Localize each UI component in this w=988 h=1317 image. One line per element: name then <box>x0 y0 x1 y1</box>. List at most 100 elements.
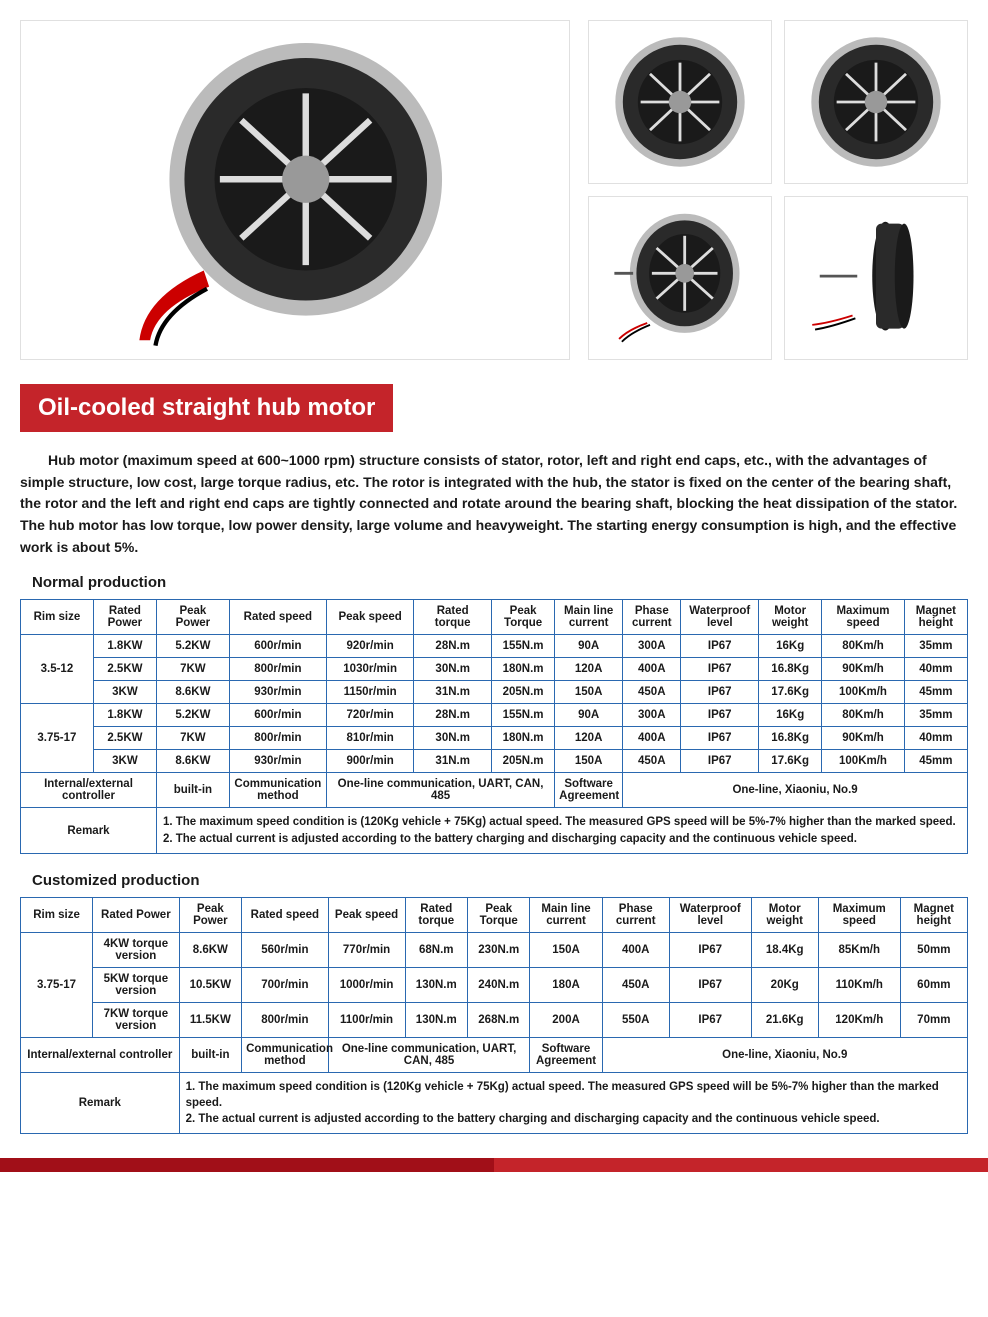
thumb-angle <box>588 196 772 360</box>
data-cell: 700r/min <box>242 967 329 1002</box>
data-cell: 770r/min <box>328 932 405 967</box>
data-cell: 560r/min <box>242 932 329 967</box>
data-cell: 130N.m <box>405 967 467 1002</box>
data-cell: 180N.m <box>492 727 555 750</box>
data-cell: 3KW <box>93 750 156 773</box>
data-cell: 17.6Kg <box>759 681 822 704</box>
data-cell: 40mm <box>904 727 967 750</box>
data-cell: 8.6KW <box>179 932 241 967</box>
data-cell: 205N.m <box>492 750 555 773</box>
data-cell: 4KW torque version <box>93 932 180 967</box>
data-cell: 100Km/h <box>822 750 905 773</box>
comm-label: Communication method <box>229 773 326 808</box>
data-cell: 450A <box>602 967 669 1002</box>
data-cell: 90A <box>555 635 623 658</box>
data-cell: 20Kg <box>751 967 818 1002</box>
main-product-image <box>20 20 570 360</box>
data-cell: 50mm <box>900 932 967 967</box>
data-cell: 30N.m <box>414 727 492 750</box>
data-cell: 11.5KW <box>179 1002 241 1037</box>
data-cell: 810r/min <box>326 727 413 750</box>
data-cell: 1030r/min <box>326 658 413 681</box>
data-cell: 90Km/h <box>822 658 905 681</box>
data-cell: 8.6KW <box>156 750 229 773</box>
data-cell: 30N.m <box>414 658 492 681</box>
data-cell: 150A <box>555 750 623 773</box>
footer-left <box>0 1158 494 1172</box>
data-cell: 16Kg <box>759 635 822 658</box>
data-cell: 180A <box>530 967 602 1002</box>
normal-production-table: Rim sizeRated PowerPeak PowerRated speed… <box>20 599 968 853</box>
data-cell: 110Km/h <box>818 967 900 1002</box>
sw-value: One-line, Xiaoniu, No.9 <box>602 1037 967 1072</box>
data-cell: 5KW torque version <box>93 967 180 1002</box>
data-cell: 800r/min <box>229 658 326 681</box>
data-cell: 45mm <box>904 750 967 773</box>
data-cell: 150A <box>530 932 602 967</box>
data-cell: 45mm <box>904 681 967 704</box>
comm-value: One-line communication, UART, CAN, 485 <box>326 773 554 808</box>
data-cell: 2.5KW <box>93 727 156 750</box>
sw-label: Software Agreement <box>555 773 623 808</box>
data-cell: 400A <box>623 658 681 681</box>
data-cell: 40mm <box>904 658 967 681</box>
hub-motor-wheel-icon <box>134 29 456 351</box>
data-cell: IP67 <box>669 932 751 967</box>
data-cell: 920r/min <box>326 635 413 658</box>
data-cell: IP67 <box>681 658 759 681</box>
data-cell: 600r/min <box>229 704 326 727</box>
data-cell: 3KW <box>93 681 156 704</box>
data-cell: 600r/min <box>229 635 326 658</box>
data-cell: IP67 <box>669 1002 751 1037</box>
data-cell: 155N.m <box>492 704 555 727</box>
data-cell: 7KW <box>156 727 229 750</box>
data-cell: 268N.m <box>468 1002 530 1037</box>
data-cell: 5.2KW <box>156 704 229 727</box>
data-cell: 930r/min <box>229 681 326 704</box>
data-cell: 130N.m <box>405 1002 467 1037</box>
data-cell: 7KW <box>156 658 229 681</box>
data-cell: 720r/min <box>326 704 413 727</box>
data-cell: 28N.m <box>414 704 492 727</box>
remark-value: 1. The maximum speed condition is (120Kg… <box>179 1072 967 1133</box>
thumb-front-2 <box>784 20 968 184</box>
data-cell: 68N.m <box>405 932 467 967</box>
data-cell: IP67 <box>681 750 759 773</box>
data-cell: 400A <box>602 932 669 967</box>
data-cell: 100Km/h <box>822 681 905 704</box>
data-cell: 70mm <box>900 1002 967 1037</box>
data-cell: 150A <box>555 681 623 704</box>
footer-right <box>494 1158 988 1172</box>
rim-size-cell: 3.5-12 <box>21 635 94 704</box>
custom-production-table: Rim sizeRated PowerPeak PowerRated speed… <box>20 897 968 1134</box>
data-cell: 300A <box>623 635 681 658</box>
data-cell: 16.8Kg <box>759 727 822 750</box>
data-cell: 800r/min <box>229 727 326 750</box>
data-cell: 120Km/h <box>818 1002 900 1037</box>
data-cell: 7KW torque version <box>93 1002 180 1037</box>
description-text: Hub motor (maximum speed at 600~1000 rpm… <box>20 450 968 558</box>
data-cell: 31N.m <box>414 681 492 704</box>
sw-value: One-line, Xiaoniu, No.9 <box>623 773 968 808</box>
data-cell: 16.8Kg <box>759 658 822 681</box>
ie-label: Internal/external controller <box>21 773 157 808</box>
data-cell: 120A <box>555 658 623 681</box>
data-cell: 28N.m <box>414 635 492 658</box>
data-cell: 900r/min <box>326 750 413 773</box>
data-cell: 35mm <box>904 704 967 727</box>
data-cell: 450A <box>623 750 681 773</box>
page-title: Oil-cooled straight hub motor <box>20 384 393 432</box>
data-cell: 60mm <box>900 967 967 1002</box>
data-cell: 5.2KW <box>156 635 229 658</box>
data-cell: IP67 <box>681 681 759 704</box>
data-cell: 1.8KW <box>93 635 156 658</box>
data-cell: 2.5KW <box>93 658 156 681</box>
ie-value: built-in <box>156 773 229 808</box>
ie-label: Internal/external controller <box>21 1037 180 1072</box>
data-cell: 16Kg <box>759 704 822 727</box>
data-cell: 400A <box>623 727 681 750</box>
data-cell: 1150r/min <box>326 681 413 704</box>
rim-size-cell: 3.75-17 <box>21 932 93 1037</box>
data-cell: 930r/min <box>229 750 326 773</box>
data-cell: 35mm <box>904 635 967 658</box>
